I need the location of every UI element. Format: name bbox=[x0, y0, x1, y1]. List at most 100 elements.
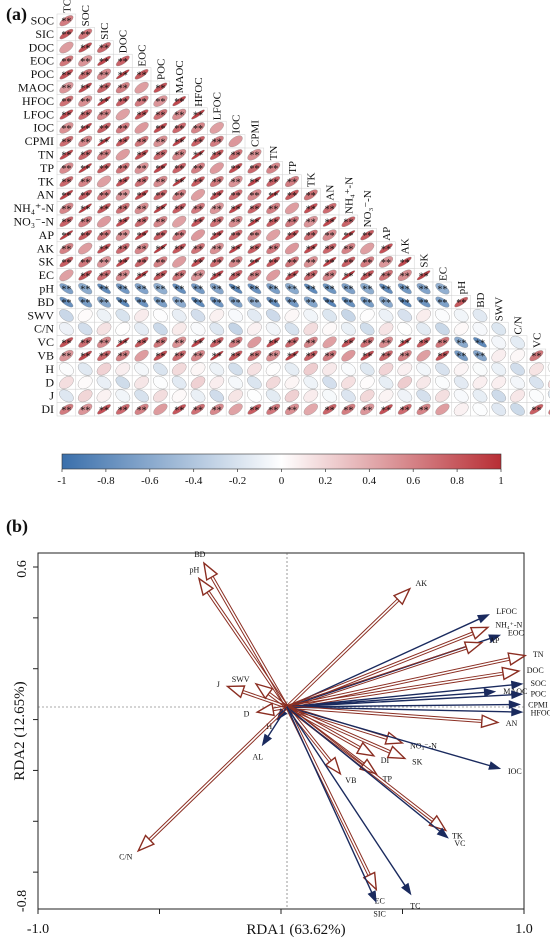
heatmap-ellipse-tk-tn bbox=[266, 176, 281, 187]
heatmap-ellipse-vc-doc bbox=[116, 337, 130, 348]
significance-mark: ** bbox=[306, 352, 316, 363]
rda-arrow-label: MAOC bbox=[503, 687, 527, 696]
heatmap-ellipse-no3-n-tk bbox=[303, 215, 318, 228]
heatmap-ellipse-ap-tc bbox=[59, 230, 74, 240]
heatmap-ellipse-ak-ap bbox=[379, 243, 393, 254]
heatmap-ellipse-swv-an bbox=[322, 309, 337, 322]
heatmap-ellipse-bd-no3-n bbox=[360, 296, 375, 308]
significance-mark: ** bbox=[306, 245, 316, 256]
heatmap-ellipse-ak-doc bbox=[115, 243, 130, 254]
heatmap-ellipse-sic-tc bbox=[59, 28, 74, 40]
heatmap-ellipse-nh4-n-tk bbox=[304, 203, 318, 214]
significance-mark: ** bbox=[137, 191, 147, 202]
row-label-tp: TP bbox=[40, 161, 54, 175]
col-label-ph: pH bbox=[456, 281, 468, 295]
significance-mark: ** bbox=[212, 338, 222, 349]
heatmap-ellipse-vb-ec bbox=[435, 350, 450, 361]
heatmap-ellipse-ap-eoc bbox=[134, 230, 149, 241]
heatmap-ellipse-vb-an bbox=[322, 350, 337, 362]
significance-mark: ** bbox=[193, 164, 203, 175]
significance-mark: ** bbox=[99, 338, 109, 349]
col-label-ioc: IOC bbox=[231, 115, 243, 134]
heatmap-ellipse-lfoc-eoc bbox=[134, 109, 149, 120]
heatmap-ellipse-vb-tk bbox=[303, 350, 318, 361]
heatmap-ellipse-no3-n-tn bbox=[266, 216, 281, 227]
heatmap-ellipse-doc-tc bbox=[59, 41, 74, 54]
heatmap-ellipse-lfoc-hfoc bbox=[191, 109, 205, 120]
significance-mark: ** bbox=[118, 191, 128, 202]
significance-mark: ** bbox=[381, 338, 391, 349]
heatmap-ellipse-d-lfoc bbox=[209, 375, 225, 390]
heatmap-ellipse-ph-maoc bbox=[172, 283, 187, 294]
significance-mark: ** bbox=[61, 164, 71, 175]
rda-arrow-label: TP bbox=[383, 775, 393, 784]
heatmap-cell-h-vb bbox=[545, 362, 550, 377]
significance-mark: ** bbox=[99, 97, 109, 108]
heatmap-ellipse-no3-n-sic bbox=[96, 215, 112, 228]
significance-mark: ** bbox=[249, 405, 259, 416]
significance-mark: ** bbox=[343, 338, 353, 349]
heatmap-ellipse-nh4-n-poc bbox=[153, 203, 168, 214]
heatmap-ellipse-bd-tn bbox=[266, 296, 281, 308]
significance-mark: ** bbox=[287, 218, 297, 229]
significance-mark: ** bbox=[268, 338, 278, 349]
significance-mark: ** bbox=[249, 231, 259, 242]
heatmap-ellipse-poc-doc bbox=[116, 69, 130, 80]
col-label-sk: SK bbox=[419, 253, 431, 267]
rda-arrow-cpmi: CPMI bbox=[286, 700, 548, 709]
significance-mark: ** bbox=[118, 285, 128, 296]
heatmap-ellipse-sk-ak bbox=[398, 256, 412, 267]
row-label-d: D bbox=[45, 375, 54, 389]
y-axis-title: RDA2 (12.65%) bbox=[12, 681, 28, 780]
significance-mark: ** bbox=[99, 258, 109, 269]
heatmap-ellipse-vc-an bbox=[322, 336, 337, 349]
heatmap-ellipse-ec-maoc bbox=[172, 269, 187, 281]
row-label-swv: SWV bbox=[27, 308, 54, 322]
heatmap-ellipse-vc-hfoc bbox=[191, 337, 205, 348]
heatmap-ellipse-no3-n-nh4-n bbox=[341, 216, 356, 227]
col-label-ak: AK bbox=[400, 238, 412, 254]
heatmap-ellipse-ioc-soc bbox=[78, 122, 92, 133]
heatmap-ellipse-swv-poc bbox=[153, 308, 168, 323]
heatmap-ellipse-h-vc bbox=[529, 362, 544, 376]
heatmap-ellipse-an-soc bbox=[78, 189, 93, 201]
significance-mark: ** bbox=[99, 164, 109, 175]
heatmap-ellipse-h-tk bbox=[303, 362, 319, 376]
significance-mark: ** bbox=[362, 352, 372, 363]
significance-mark: ** bbox=[381, 258, 391, 269]
significance-mark: ** bbox=[268, 245, 278, 256]
significance-mark: ** bbox=[193, 338, 203, 349]
significance-mark: ** bbox=[325, 218, 335, 229]
rda-arrow-ap: AP bbox=[286, 636, 500, 709]
heatmap-ellipse-swv-tk bbox=[303, 308, 319, 323]
heatmap-ellipse-bd-tk bbox=[303, 296, 318, 308]
heatmap-ellipse-bd-ec bbox=[435, 296, 450, 308]
significance-mark: ** bbox=[80, 338, 90, 349]
heatmap-cell-di-vb bbox=[545, 402, 550, 417]
row-label-vc: VC bbox=[37, 335, 54, 349]
heatmap-ellipse-poc-sic bbox=[97, 68, 111, 80]
significance-mark: ** bbox=[306, 338, 316, 349]
heatmap-ellipse-swv-ph bbox=[453, 308, 469, 323]
row-label-no3-n: NO₃⁻-N bbox=[13, 214, 54, 228]
heatmap-ellipse-h-sk bbox=[416, 362, 431, 376]
rda-arrow-tk: TK bbox=[285, 705, 463, 840]
heatmap-ellipse-j-sk bbox=[416, 389, 431, 403]
heatmap-ellipse-ph-ioc bbox=[228, 283, 243, 294]
heatmap-ellipse-hfoc-doc bbox=[115, 95, 130, 107]
heatmap-ellipse-ak-maoc bbox=[172, 243, 186, 254]
heatmap-ellipse-cpmi-soc bbox=[78, 135, 93, 147]
heatmap-ellipse-sk-hfoc bbox=[191, 256, 205, 267]
heatmap-ellipse-ec-tc bbox=[59, 269, 74, 282]
significance-mark: ** bbox=[287, 352, 297, 363]
heatmap-ellipse-ph-doc bbox=[115, 283, 130, 295]
significance-mark: ** bbox=[287, 298, 297, 309]
heatmap-ellipse-j-swv bbox=[491, 389, 507, 403]
heatmap-ellipse-c-n-tn bbox=[265, 322, 281, 336]
heatmap-ellipse-j-c-n bbox=[510, 389, 525, 403]
heatmap-ellipse-j-vc bbox=[529, 389, 544, 403]
heatmap-ellipse-j-hfoc bbox=[190, 389, 206, 403]
heatmap-ellipse-c-n-an bbox=[322, 322, 337, 336]
rda-arrow-bd: BD bbox=[194, 550, 289, 708]
heatmap-ellipse-bd-doc bbox=[116, 297, 130, 308]
